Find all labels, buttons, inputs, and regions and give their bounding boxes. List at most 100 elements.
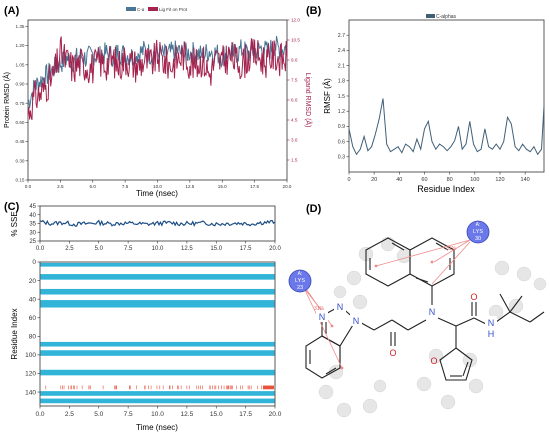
panel-label-c: (C) bbox=[4, 201, 20, 213]
legend-label-ligand: Lig Fit on Prot bbox=[159, 7, 188, 12]
y-tick-label: 1.35 bbox=[16, 24, 25, 29]
x-tick-label: 0 bbox=[347, 177, 350, 183]
atom-h: H bbox=[488, 329, 495, 339]
x-tick-label: 20.0 bbox=[283, 184, 292, 189]
x-tick-label: 20.0 bbox=[269, 246, 281, 252]
y-tick-label: 1.05 bbox=[16, 62, 25, 67]
y2-tick-label: 7.5 bbox=[291, 78, 298, 83]
residue-name: LYS bbox=[295, 278, 305, 284]
residue-lys30: A: LYS 30 bbox=[466, 220, 490, 244]
x-tick-label: 2.5 bbox=[57, 184, 64, 189]
y-tick-label: 25 bbox=[29, 239, 36, 245]
panel-a-y2label: Ligand RMSD (Å) bbox=[304, 73, 313, 128]
residue-chain: A: bbox=[476, 222, 481, 228]
contact-band bbox=[40, 288, 275, 295]
x-tick-label: 60 bbox=[421, 177, 427, 183]
panel-label-a: (A) bbox=[4, 5, 20, 17]
panel-a-chart: 0.0 2.5 5.0 7.5 10.0 12.5 15.0 17.5 20.0 0.15 0.30… bbox=[2, 7, 313, 198]
y2-tick-label: 6.0 bbox=[291, 98, 298, 103]
ring-centroid-3 bbox=[330, 324, 334, 328]
y-tick-label: 30 bbox=[29, 230, 36, 236]
contact-band bbox=[40, 391, 275, 396]
y-tick-label: 80 bbox=[29, 334, 37, 341]
y-tick-label: 0.75 bbox=[16, 101, 25, 106]
legend-label-calphas: C-alphas bbox=[436, 14, 457, 20]
x-tick-label: 7.5 bbox=[122, 184, 129, 189]
y-tick-label: 40 bbox=[29, 213, 36, 219]
contact-band bbox=[40, 369, 275, 376]
panel-b-ylabel: RMSF (Å) bbox=[323, 78, 332, 114]
y-tick-label: 1.2 bbox=[338, 109, 345, 115]
x-tick-label: 15.0 bbox=[210, 411, 223, 418]
y-tick-label: 0.45 bbox=[16, 139, 25, 144]
x-tick-label: 12.5 bbox=[185, 184, 194, 189]
interaction-pct-lys23: 31% bbox=[314, 306, 325, 312]
y-tick-label: 20 bbox=[29, 278, 37, 285]
protein-rmsd-line bbox=[27, 35, 288, 108]
x-tick-label: 2.5 bbox=[65, 411, 74, 418]
x-tick-label: 0.0 bbox=[25, 184, 32, 189]
panel-c-contact-xlabel: Time (nsec) bbox=[136, 423, 178, 432]
x-tick-label: 5.0 bbox=[95, 246, 104, 252]
x-tick-label: 12.5 bbox=[181, 246, 193, 252]
atom-o-furan: O bbox=[430, 356, 437, 366]
atom-n-amide: N bbox=[429, 307, 436, 317]
y-tick-label: 0.90 bbox=[16, 82, 25, 87]
atom-o-left: O bbox=[389, 348, 396, 358]
residue-ball bbox=[466, 220, 490, 244]
panel-a-legend: C-α Lig Fit on Prot bbox=[126, 7, 188, 12]
atom-n1: N bbox=[353, 316, 360, 326]
panel-a-xlabel: Time (nsec) bbox=[136, 189, 178, 198]
y-tick-label: 2.7 bbox=[338, 33, 345, 39]
y2-tick-label: 1.5 bbox=[291, 158, 298, 163]
panel-c-contact-chart: 0.0 2.5 5.0 7.5 10.0 12.5 15.0 17.5 20.0 0 20 40 60 8… bbox=[10, 259, 282, 432]
rmsf-line bbox=[348, 98, 545, 156]
sse-line bbox=[39, 219, 276, 228]
x-tick-label: 40 bbox=[396, 177, 402, 183]
atom-n3: N bbox=[319, 312, 326, 322]
y2-tick-label: 4.5 bbox=[291, 118, 298, 123]
atom-n2: N bbox=[337, 302, 344, 312]
contact-band-highlight bbox=[263, 385, 274, 390]
y2-tick-label: 9.0 bbox=[291, 58, 298, 63]
legend-label-calpha: C-α bbox=[137, 7, 145, 12]
x-tick-label: 5.0 bbox=[94, 411, 103, 418]
atom-o-right: O bbox=[470, 292, 477, 302]
y-tick-label: 0.30 bbox=[16, 158, 25, 163]
panel-c-contact-ylabel: Residue Index bbox=[10, 308, 19, 359]
legend-swatch-calphas bbox=[426, 14, 435, 18]
residue-name: LYS bbox=[473, 229, 483, 235]
y-tick-label: 0.60 bbox=[16, 120, 25, 125]
panel-c-contact-frame bbox=[39, 261, 276, 407]
x-tick-label: 10.0 bbox=[153, 184, 162, 189]
contact-band bbox=[40, 300, 275, 308]
panel-c-sse-chart: 0.0 2.5 5.0 7.5 10.0 12.5 15.0 17.5 20.0 25 30 35 40… bbox=[10, 204, 281, 252]
x-tick-label: 12.5 bbox=[181, 411, 194, 418]
ring-centroid-4 bbox=[340, 366, 344, 370]
panel-b-chart: 0 20 40 60 80 100 120 140 0.3 0.6 0.9 1.2 1.5 1.8 2.1 2… bbox=[323, 14, 545, 194]
panel-label-d: (D) bbox=[306, 203, 322, 215]
y-tick-label: 60 bbox=[29, 315, 37, 322]
contact-band bbox=[40, 398, 275, 404]
x-tick-label: 17.5 bbox=[239, 411, 252, 418]
y-tick-label: 120 bbox=[25, 371, 36, 378]
panel-b-xlabel: Residue Index bbox=[417, 184, 475, 194]
x-tick-label: 17.5 bbox=[240, 246, 252, 252]
x-tick-label: 15.0 bbox=[218, 184, 227, 189]
x-tick-label: 10.0 bbox=[151, 411, 164, 418]
panel-label-b: (B) bbox=[306, 5, 322, 17]
x-tick-label: 5.0 bbox=[90, 184, 97, 189]
x-tick-label: 15.0 bbox=[210, 246, 222, 252]
x-tick-label: 20 bbox=[371, 177, 377, 183]
y-tick-label: 1.5 bbox=[338, 94, 345, 100]
contact-band bbox=[40, 262, 275, 267]
y-tick-label: 0.15 bbox=[16, 178, 25, 183]
y-tick-label: 2.1 bbox=[338, 63, 345, 69]
panel-c-sse-ylabel: % SSE bbox=[10, 211, 19, 236]
legend-swatch-ligand bbox=[148, 7, 158, 11]
y-tick-label: 140 bbox=[25, 389, 36, 396]
panel-a-ylabel: Protein RMSD (Å) bbox=[2, 72, 11, 128]
residue-chain: A: bbox=[298, 271, 303, 277]
y2-tick-label: 10.5 bbox=[291, 38, 300, 43]
